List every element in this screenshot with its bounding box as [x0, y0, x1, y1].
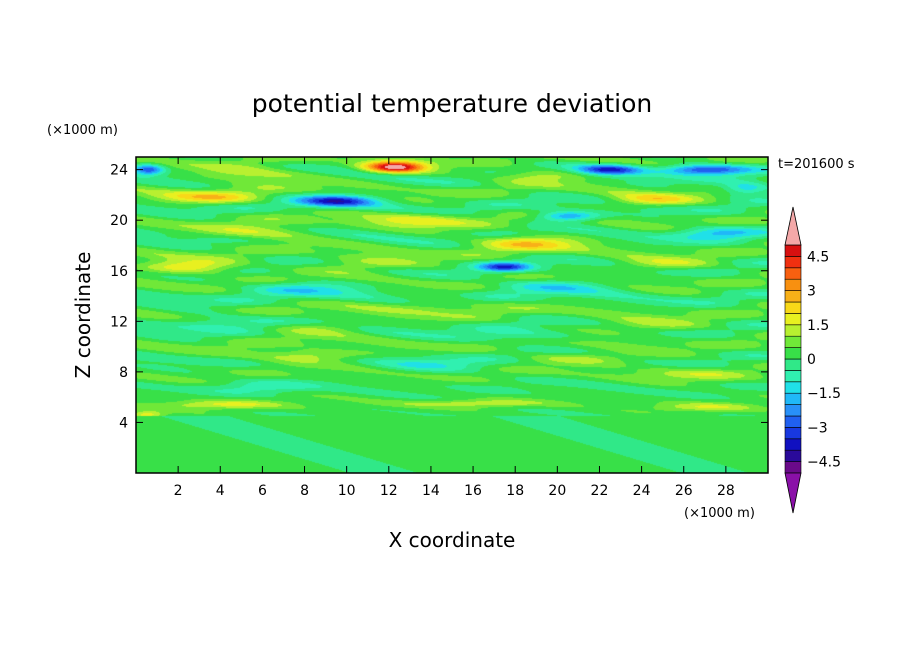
x-tick-label: 18 — [506, 483, 524, 499]
colorbar-swatch — [784, 324, 802, 337]
y-tick-label: 4 — [119, 415, 128, 431]
x-tick-label: 22 — [591, 483, 609, 499]
heatmap-field — [136, 157, 768, 473]
plot-frame — [135, 156, 769, 474]
colorbar-swatch — [784, 278, 802, 291]
x-tick-label: 6 — [258, 483, 267, 499]
colorbar-tick-label: −4.5 — [807, 455, 841, 471]
colorbar-swatch — [784, 438, 802, 451]
colorbar-swatch — [784, 461, 802, 474]
colorbar-swatch — [784, 415, 802, 428]
y-axis-ticks: 4 8 12 16 20 24 — [110, 163, 768, 431]
y-tick-label: 8 — [119, 365, 128, 381]
colorbar-swatch — [784, 347, 802, 360]
colorbar-swatch — [784, 427, 802, 440]
colorbar-swatch — [784, 404, 802, 417]
x-tick-label: 12 — [380, 483, 398, 499]
y-tick-label: 12 — [110, 314, 128, 330]
x-axis-ticks: 2 4 6 8 10 12 14 16 18 20 22 24 26 28 — [174, 157, 735, 499]
x-tick-label: 24 — [633, 483, 651, 499]
x-tick-label: 8 — [300, 483, 309, 499]
x-tick-label: 20 — [548, 483, 566, 499]
colorbar-swatch — [784, 449, 802, 462]
x-tick-label: 2 — [174, 483, 183, 499]
colorbar-swatch — [784, 381, 802, 394]
colorbar-swatch — [784, 370, 802, 383]
y-tick-label: 24 — [110, 163, 128, 179]
colorbar-swatch — [784, 267, 802, 280]
colorbar: 4.5 3 1.5 0 −1.5 −3 −4.5 — [784, 206, 841, 514]
colorbar-swatch — [784, 358, 802, 371]
colorbar-swatch — [784, 290, 802, 303]
colorbar-tick-label: 4.5 — [807, 249, 829, 265]
colorbar-swatch — [784, 335, 802, 348]
time-label: t=201600 s — [778, 157, 855, 172]
colorbar-swatch — [784, 244, 802, 257]
colorbar-swatch — [784, 392, 802, 405]
y-tick-label: 20 — [110, 213, 128, 229]
y-tick-label: 16 — [110, 264, 128, 280]
x-tick-label: 26 — [675, 483, 693, 499]
x-tick-label: 4 — [216, 483, 225, 499]
colorbar-tick-label: −3 — [807, 420, 828, 436]
colorbar-swatch — [784, 313, 802, 326]
x-tick-label: 16 — [464, 483, 482, 499]
colorbar-over-triangle — [784, 206, 802, 246]
colorbar-swatch — [784, 301, 802, 314]
x-tick-label: 14 — [422, 483, 440, 499]
colorbar-tick-label: −1.5 — [807, 386, 841, 402]
colorbar-under-triangle — [784, 472, 802, 514]
colorbar-tick-label: 3 — [807, 284, 816, 300]
colorbar-tick-label: 0 — [807, 352, 816, 368]
colorbar-tick-label: 1.5 — [807, 318, 829, 334]
x-tick-label: 28 — [717, 483, 735, 499]
x-axis-label: X coordinate — [389, 528, 516, 552]
y-axis-label: Z coordinate — [71, 252, 95, 379]
colorbar-swatch — [784, 256, 802, 269]
x-axis-unit: (×1000 m) — [684, 506, 755, 521]
x-tick-label: 10 — [338, 483, 356, 499]
y-axis-unit: (×1000 m) — [47, 123, 118, 138]
chart-title: potential temperature deviation — [252, 89, 652, 118]
